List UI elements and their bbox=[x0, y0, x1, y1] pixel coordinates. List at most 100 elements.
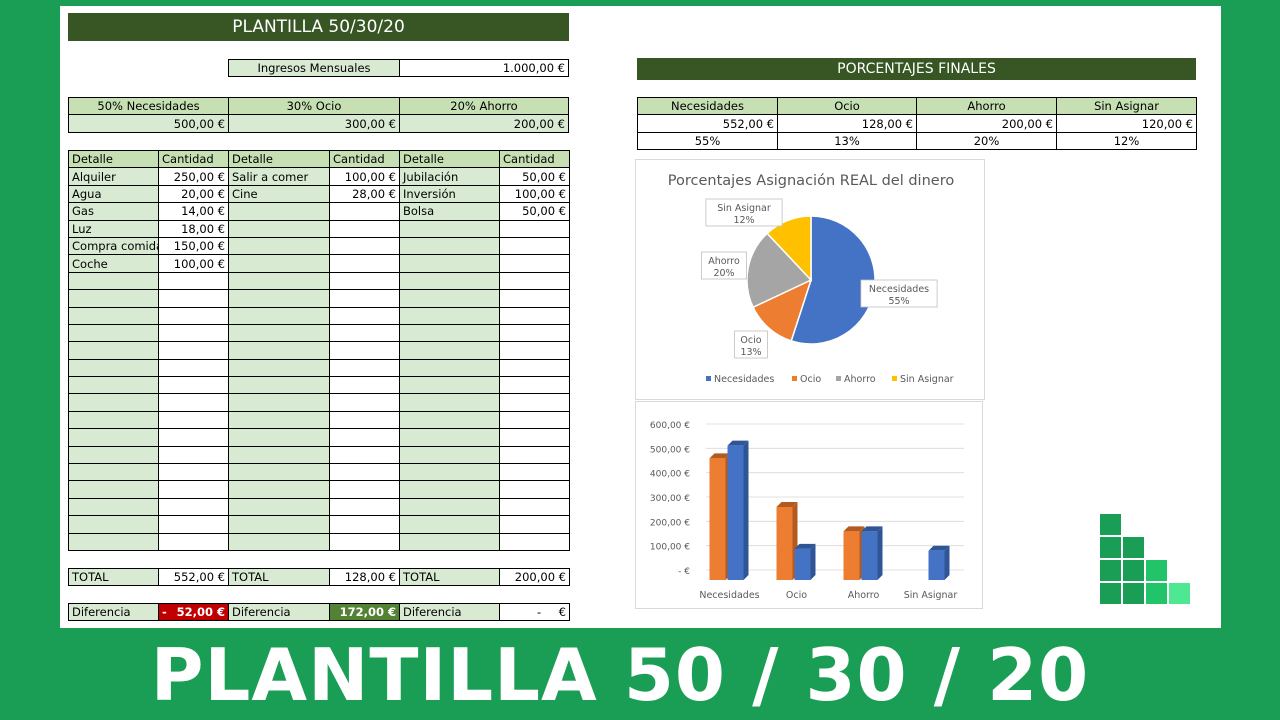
detalle-cell[interactable] bbox=[68, 497, 159, 517]
detalle-cell[interactable] bbox=[399, 219, 500, 238]
cantidad-cell[interactable] bbox=[499, 358, 570, 378]
detalle-cell[interactable] bbox=[228, 463, 330, 482]
cantidad-cell[interactable]: 50,00 € bbox=[499, 167, 570, 186]
cat-necesidades-value[interactable]: 500,00 € bbox=[68, 114, 229, 133]
diferencia-ocio[interactable]: 172,00 € bbox=[329, 602, 400, 622]
detalle-cell[interactable] bbox=[68, 445, 159, 465]
detalle-cell[interactable] bbox=[228, 271, 330, 291]
detalle-cell[interactable]: Gas bbox=[68, 202, 159, 221]
cantidad-cell[interactable] bbox=[329, 497, 400, 517]
detalle-cell[interactable] bbox=[68, 271, 159, 291]
final-amount-ahorro[interactable]: 200,00 € bbox=[916, 114, 1057, 133]
pie-slice-ahorro[interactable] bbox=[746, 232, 813, 309]
cantidad-cell[interactable]: 100,00 € bbox=[329, 167, 400, 186]
legend-item[interactable]: Sin Asignar bbox=[900, 374, 954, 385]
detalle-cell[interactable] bbox=[228, 254, 330, 273]
diferencia-necesidades[interactable]: - 52,00 € bbox=[158, 602, 229, 622]
detalle-cell[interactable] bbox=[228, 480, 330, 499]
cantidad-cell[interactable] bbox=[329, 271, 400, 291]
detalle-cell[interactable] bbox=[228, 323, 330, 343]
detalle-cell[interactable] bbox=[228, 497, 330, 517]
detalle-cell[interactable] bbox=[68, 289, 159, 308]
detalle-cell[interactable] bbox=[68, 463, 159, 482]
detalle-cell[interactable] bbox=[228, 306, 330, 325]
cantidad-cell[interactable]: 250,00 € bbox=[158, 167, 229, 186]
detalle-cell[interactable] bbox=[228, 202, 330, 221]
detalle-cell[interactable] bbox=[228, 428, 330, 447]
cantidad-cell[interactable] bbox=[499, 236, 570, 256]
detalle-cell[interactable] bbox=[399, 323, 500, 343]
cantidad-cell[interactable] bbox=[499, 323, 570, 343]
cantidad-cell[interactable] bbox=[158, 532, 229, 551]
total-ahorro[interactable]: 200,00 € bbox=[499, 567, 570, 587]
legend-item[interactable]: Ocio bbox=[800, 374, 821, 385]
cantidad-cell[interactable] bbox=[329, 202, 400, 221]
detalle-cell[interactable] bbox=[399, 376, 500, 395]
detalle-cell[interactable] bbox=[228, 445, 330, 465]
detalle-cell[interactable] bbox=[228, 393, 330, 412]
final-percent-ahorro[interactable]: 20% bbox=[916, 131, 1057, 151]
detalle-cell[interactable] bbox=[68, 515, 159, 534]
cantidad-cell[interactable] bbox=[499, 306, 570, 325]
cantidad-cell[interactable] bbox=[329, 254, 400, 273]
cantidad-cell[interactable]: 50,00 € bbox=[499, 202, 570, 221]
cantidad-cell[interactable] bbox=[329, 463, 400, 482]
cantidad-cell[interactable] bbox=[499, 480, 570, 499]
cantidad-cell[interactable] bbox=[158, 341, 229, 360]
cantidad-cell[interactable] bbox=[158, 289, 229, 308]
detalle-cell[interactable] bbox=[228, 410, 330, 430]
detalle-cell[interactable] bbox=[399, 445, 500, 465]
bar-ocio-series-1[interactable] bbox=[776, 502, 798, 580]
cat-ocio-value[interactable]: 300,00 € bbox=[228, 114, 400, 133]
cantidad-cell[interactable] bbox=[158, 376, 229, 395]
cantidad-cell[interactable]: 100,00 € bbox=[158, 254, 229, 273]
detalle-cell[interactable] bbox=[68, 410, 159, 430]
cantidad-cell[interactable] bbox=[499, 376, 570, 395]
detalle-cell[interactable] bbox=[399, 236, 500, 256]
detalle-cell[interactable] bbox=[68, 306, 159, 325]
detalle-cell[interactable] bbox=[68, 376, 159, 395]
cantidad-cell[interactable] bbox=[329, 410, 400, 430]
detalle-cell[interactable] bbox=[228, 236, 330, 256]
detalle-cell[interactable] bbox=[68, 323, 159, 343]
detalle-cell[interactable] bbox=[228, 532, 330, 551]
final-amount-ocio[interactable]: 128,00 € bbox=[777, 114, 917, 133]
detalle-cell[interactable] bbox=[399, 271, 500, 291]
detalle-cell[interactable]: Jubilación bbox=[399, 167, 500, 186]
detalle-cell[interactable] bbox=[399, 515, 500, 534]
cantidad-cell[interactable] bbox=[329, 480, 400, 499]
cantidad-cell[interactable] bbox=[158, 306, 229, 325]
detalle-cell[interactable] bbox=[68, 480, 159, 499]
detalle-cell[interactable] bbox=[399, 480, 500, 499]
cantidad-cell[interactable] bbox=[499, 515, 570, 534]
cantidad-cell[interactable] bbox=[158, 323, 229, 343]
cantidad-cell[interactable] bbox=[499, 497, 570, 517]
final-amount-necesidades[interactable]: 552,00 € bbox=[637, 114, 778, 133]
detalle-cell[interactable] bbox=[399, 254, 500, 273]
cantidad-cell[interactable] bbox=[329, 323, 400, 343]
bar-necesidades-series-1[interactable] bbox=[709, 453, 731, 580]
cantidad-cell[interactable]: 150,00 € bbox=[158, 236, 229, 256]
cantidad-cell[interactable] bbox=[329, 428, 400, 447]
detalle-cell[interactable] bbox=[228, 289, 330, 308]
cantidad-cell[interactable] bbox=[329, 306, 400, 325]
detalle-cell[interactable]: Salir a comer bbox=[228, 167, 330, 186]
detalle-cell[interactable] bbox=[228, 358, 330, 378]
detalle-cell[interactable] bbox=[228, 219, 330, 238]
bar-ahorro-series-1[interactable] bbox=[843, 526, 865, 580]
detalle-cell[interactable] bbox=[399, 289, 500, 308]
detalle-cell[interactable] bbox=[228, 376, 330, 395]
bar-sin-asignar-series-2[interactable] bbox=[928, 545, 950, 580]
pie-chart[interactable]: Porcentajes Asignación REAL del dinero N… bbox=[635, 159, 985, 400]
detalle-cell[interactable]: Compra comida bbox=[68, 236, 159, 256]
cantidad-cell[interactable] bbox=[329, 289, 400, 308]
detalle-cell[interactable]: Agua bbox=[68, 184, 159, 204]
detalle-cell[interactable] bbox=[399, 341, 500, 360]
final-percent-sin-asignar[interactable]: 12% bbox=[1056, 131, 1197, 151]
cantidad-cell[interactable] bbox=[499, 410, 570, 430]
cantidad-cell[interactable] bbox=[499, 341, 570, 360]
cantidad-cell[interactable] bbox=[158, 463, 229, 482]
bar-ocio-series-2[interactable] bbox=[794, 543, 816, 580]
cantidad-cell[interactable] bbox=[499, 271, 570, 291]
cantidad-cell[interactable] bbox=[499, 445, 570, 465]
